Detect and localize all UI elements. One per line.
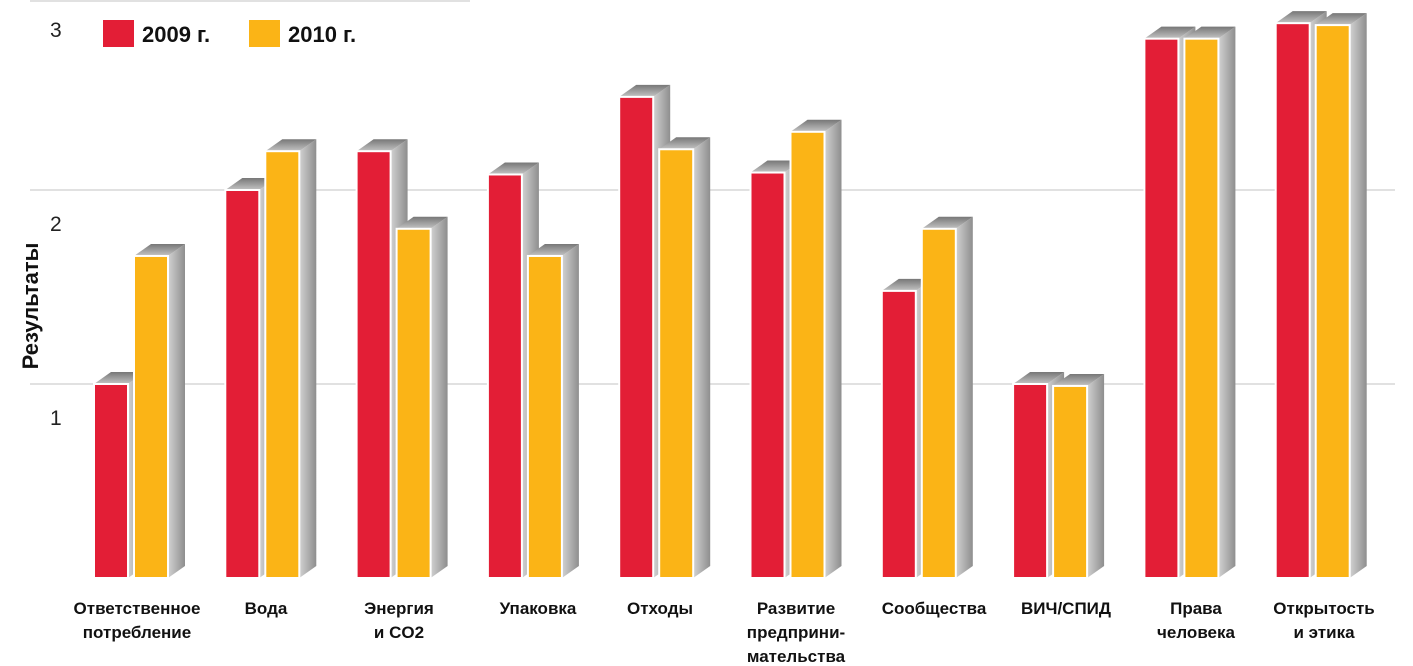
y-tick-label: 1 [50, 407, 62, 430]
legend-label: 2009 г. [142, 22, 210, 47]
bar-top [881, 278, 933, 291]
bar [395, 216, 448, 580]
bar-side [693, 137, 711, 578]
bar-top [1053, 373, 1105, 386]
bar-side [561, 243, 579, 578]
bar-front [1274, 22, 1311, 580]
bar [658, 137, 711, 579]
category-label: и CO2 [374, 623, 424, 642]
bar [264, 139, 317, 579]
category-label: Ответственное [74, 599, 201, 618]
bar-front [749, 171, 786, 579]
bar-side [1349, 13, 1367, 579]
bar-front [1143, 37, 1180, 580]
bar-top [225, 178, 277, 190]
category-label: Права [1170, 599, 1222, 618]
category-label: Упаковка [500, 599, 577, 618]
bar-front [486, 173, 523, 579]
category-label: предприни- [747, 623, 845, 642]
bar [1052, 373, 1105, 579]
category-label: ВИЧ/СПИД [1021, 599, 1111, 618]
bar-front [789, 130, 826, 580]
legend-swatch [249, 20, 280, 47]
bar-top [1315, 13, 1367, 26]
bar-side [168, 243, 185, 578]
bar-top [921, 216, 973, 229]
bar [920, 216, 973, 580]
bar-front [93, 383, 129, 579]
legend-label: 2010 г. [288, 22, 356, 47]
bar-front [1012, 383, 1049, 579]
category-label: Сообщества [882, 599, 987, 618]
bar [355, 139, 408, 579]
bar-top [1013, 372, 1065, 384]
bar-front [880, 289, 917, 579]
bar-top [1184, 26, 1236, 39]
bar-top [1275, 11, 1327, 24]
bar-side [1087, 373, 1105, 578]
bar [133, 243, 185, 580]
category-label: мательства [747, 647, 846, 666]
bar-top [356, 139, 408, 152]
bar-front [618, 95, 655, 579]
bar [1183, 26, 1236, 580]
bar-top [396, 216, 448, 229]
bar-top [527, 243, 579, 256]
bar-top [94, 372, 145, 384]
bar-side [299, 139, 317, 578]
category-label: Открытость [1273, 599, 1374, 618]
bar-top [619, 84, 671, 97]
legend-swatch [103, 20, 134, 47]
bar [526, 243, 579, 580]
bar [618, 84, 671, 579]
category-label: Развитие [757, 599, 835, 618]
category-label: Вода [245, 599, 288, 618]
bar-front [1183, 37, 1220, 580]
bar-top [265, 139, 317, 152]
bar-front [264, 150, 301, 579]
category-label: человека [1157, 623, 1235, 642]
bar [1314, 13, 1367, 580]
bar-top [659, 137, 711, 150]
category-label: и этика [1293, 623, 1355, 642]
y-axis-label: Результаты [18, 243, 43, 370]
bar-front [355, 150, 392, 579]
y-tick-label: 2 [50, 213, 62, 236]
category-label: Отходы [627, 599, 693, 618]
bar-top [750, 160, 802, 173]
bar-top [487, 162, 539, 175]
bar-front [133, 254, 169, 580]
bar-top [134, 243, 185, 256]
bar-front [1314, 24, 1351, 580]
bar-front [395, 227, 432, 580]
bar-front [224, 189, 261, 579]
bar-side [1218, 26, 1236, 579]
bar-front [526, 254, 563, 580]
bar-front [658, 148, 695, 579]
category-label: Энергия [364, 599, 434, 618]
bar-front [1052, 384, 1089, 579]
bar-front [920, 227, 957, 580]
bar [789, 119, 842, 580]
bar [224, 178, 277, 579]
bar-side [955, 216, 973, 579]
bar-top [1144, 26, 1196, 39]
bar-side [430, 216, 448, 579]
bar-top [790, 119, 842, 132]
category-label: потребление [83, 623, 191, 642]
y-tick-label: 3 [50, 19, 62, 42]
bar-side [824, 119, 842, 579]
